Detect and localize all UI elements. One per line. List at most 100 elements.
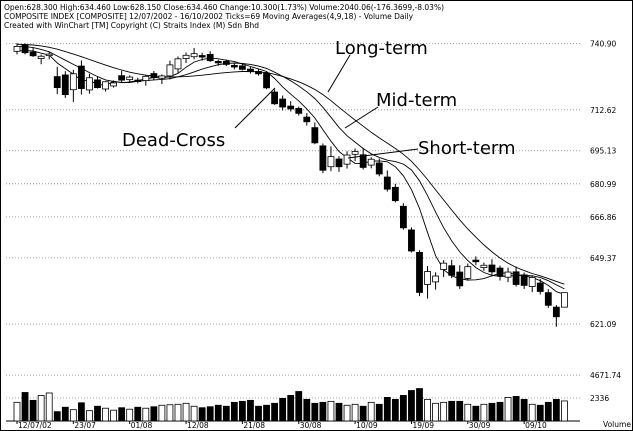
candlestick [391, 183, 399, 203]
candle-body [472, 259, 480, 263]
volume-bar [408, 390, 415, 422]
candlestick [214, 59, 222, 66]
header-line-1: Open:628.300 High:634.460 Low:628.150 Cl… [4, 3, 444, 12]
x-tick-label: 10/09 [356, 421, 378, 430]
candlestick [561, 292, 568, 308]
moving-average-long-term [16, 43, 565, 285]
candle-body [198, 55, 206, 58]
candlestick [367, 157, 375, 169]
candle-body [440, 262, 448, 270]
volume-bar [118, 407, 126, 422]
candle-body [118, 75, 126, 81]
volume-bar [166, 404, 174, 422]
volume-bar [247, 399, 254, 422]
candle-body [134, 79, 142, 83]
candle-body [13, 46, 21, 52]
short-term-label: Short-term [418, 138, 516, 159]
volume-bar [279, 397, 287, 422]
volume-bars [13, 388, 568, 422]
volume-bar [480, 403, 488, 422]
candle-body [214, 60, 222, 64]
candle-body [432, 275, 440, 283]
candle-body [255, 71, 262, 75]
candlestick [528, 275, 536, 293]
candle-body [311, 127, 319, 144]
candlestick [504, 267, 512, 283]
moving-average-mid-term [16, 45, 565, 290]
candle-body [21, 44, 29, 54]
candle-body [150, 73, 158, 78]
x-tick-label: 21/08 [243, 421, 265, 430]
candle-body [126, 76, 134, 81]
candle-body [303, 116, 311, 123]
candle-body [287, 105, 295, 110]
candle-body [142, 75, 150, 81]
candlestick [78, 60, 85, 95]
candlestick [448, 259, 456, 279]
candle-body [279, 98, 287, 108]
dead-cross-label: Dead-Cross [122, 130, 225, 151]
candlestick [351, 148, 359, 162]
volume-bar [126, 408, 134, 422]
volume-bar [416, 388, 423, 422]
volume-bar [456, 400, 464, 422]
candle-body [351, 151, 359, 155]
x-tick-label: 12/08 [187, 421, 209, 430]
volume-bar [383, 396, 391, 422]
volume-bar [86, 410, 93, 422]
candlestick [230, 63, 238, 70]
volume-bar [198, 407, 206, 422]
annotations [234, 54, 419, 159]
candlestick [432, 272, 440, 290]
candlestick [247, 67, 254, 74]
candlestick [21, 43, 29, 55]
volume-bar [496, 401, 504, 422]
candlestick [190, 48, 198, 60]
candlestick [496, 265, 504, 281]
candlestick [255, 69, 262, 76]
candle-body [78, 65, 85, 89]
candlestick [536, 279, 544, 295]
candlestick [472, 256, 480, 266]
volume-bar [238, 400, 246, 422]
volume-bar [255, 405, 262, 422]
candle-body [512, 271, 520, 285]
candlestick [456, 265, 464, 289]
candle-body [520, 274, 528, 286]
price-y-tick-label: 680.99 [590, 180, 616, 189]
candlestick [86, 73, 93, 94]
volume-bar [29, 399, 37, 422]
volume-bar [230, 401, 238, 422]
candlestick [440, 260, 448, 277]
volume-bar [544, 401, 552, 422]
candlestick [118, 70, 126, 83]
candlestick [166, 60, 174, 80]
candlestick [94, 76, 101, 89]
long-term-label: Long-term [335, 38, 428, 59]
candle-body [335, 158, 343, 168]
candle-body [480, 264, 488, 269]
candlestick [182, 52, 190, 64]
candlestick [399, 203, 407, 230]
candle-body [190, 53, 198, 58]
candle-body [448, 265, 456, 276]
candle-body [383, 176, 391, 190]
candle-body [528, 277, 536, 287]
volume-bar [359, 405, 367, 422]
header-line-2: COMPOSITE INDEX [COMPOSITE] 12/07/2002 -… [4, 12, 414, 21]
volume-bar [303, 398, 311, 422]
price-y-tick-label: 695.13 [590, 147, 616, 156]
candle-body [158, 75, 166, 79]
candlestick [134, 77, 142, 84]
candle-body [391, 186, 399, 202]
volume-y-tick-labels: 4671.74 2336 [590, 371, 621, 403]
candlestick [552, 305, 560, 327]
candlestick [424, 265, 431, 299]
volume-bar [222, 405, 230, 422]
candle-body [561, 292, 568, 308]
candle-body [206, 53, 214, 62]
candle-body [86, 77, 93, 91]
candlestick [512, 266, 520, 287]
candlestick [375, 158, 383, 177]
